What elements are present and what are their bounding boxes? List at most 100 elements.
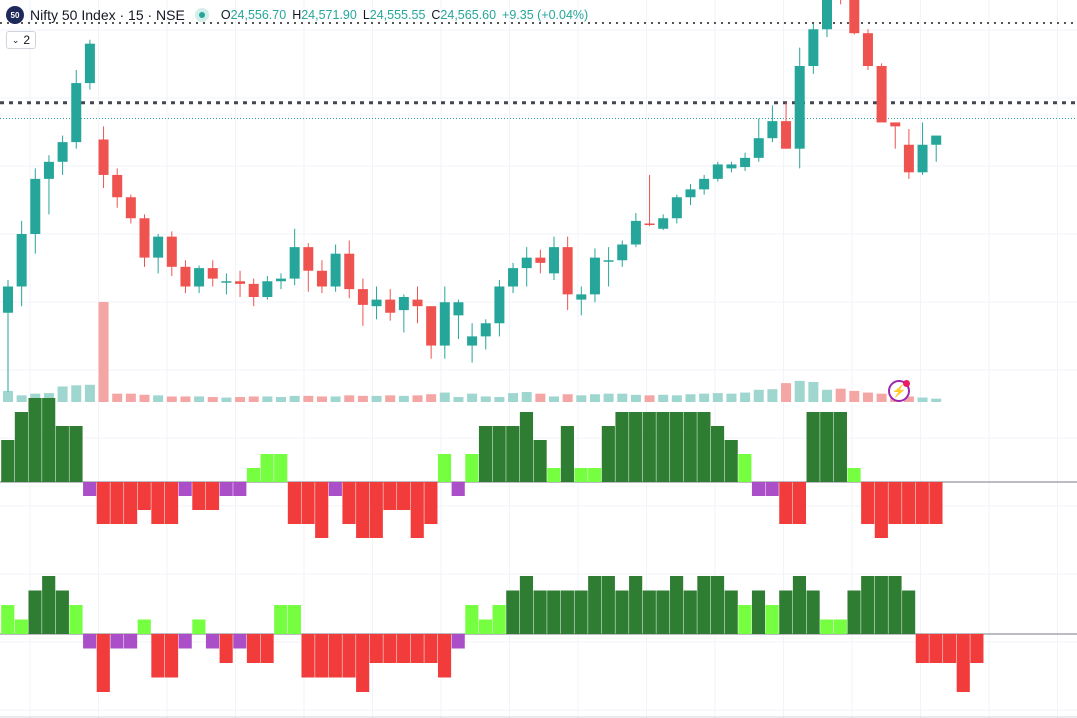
histogram-1-bar: [219, 482, 233, 496]
candle-body: [931, 135, 942, 145]
volume-bar: [71, 385, 82, 402]
candle-body: [385, 299, 396, 313]
histogram-1-bar: [615, 412, 629, 482]
histogram-2-bar: [246, 634, 261, 663]
histogram-1-bar: [192, 482, 206, 510]
volume-bar: [57, 386, 68, 402]
volume-bar: [808, 382, 819, 402]
histogram-1-bar: [397, 482, 411, 510]
candle-body: [658, 218, 669, 229]
volume-bar: [439, 392, 450, 402]
volume-bar: [194, 396, 205, 402]
histogram-2-bar: [560, 590, 574, 634]
histogram-2-bar: [779, 590, 793, 634]
candle-body: [71, 83, 82, 143]
histogram-2-bar: [315, 634, 329, 678]
candle-body: [98, 139, 109, 175]
histogram-1-bar: [328, 482, 342, 496]
volume-bar: [357, 395, 368, 402]
volume-bar: [740, 392, 751, 402]
candle-body: [494, 286, 505, 324]
volume-bar: [617, 393, 628, 402]
volume-bar: [931, 398, 942, 402]
histogram-2-bar: [424, 634, 438, 663]
candle-body: [671, 197, 682, 219]
volume-bar: [344, 395, 355, 402]
candle-body: [876, 66, 887, 123]
candle-body: [753, 138, 764, 158]
volume-bar: [3, 390, 13, 402]
collapse-indicators-button[interactable]: ⌄ 2: [6, 31, 36, 49]
histogram-2-bar: [328, 634, 342, 678]
candle-body: [180, 266, 191, 287]
ohlc-open: O24,556.70: [220, 8, 287, 22]
histogram-2-bar: [219, 634, 233, 663]
histogram-1-bar: [547, 468, 561, 482]
candle-body: [903, 144, 914, 173]
histogram-2-bar: [738, 605, 752, 634]
volume-bar: [16, 395, 27, 402]
histogram-2-bar: [724, 590, 738, 634]
histogram-2-bar: [820, 619, 834, 634]
volume-bar: [712, 393, 723, 402]
histogram-2-bar: [205, 634, 220, 649]
histogram-1-bar: [560, 426, 574, 482]
lightning-icon[interactable]: ⚡: [888, 380, 910, 402]
chevron-down-icon: ⌄: [11, 34, 20, 45]
volume-bar: [84, 384, 95, 402]
histogram-1-bar: [724, 440, 738, 482]
histogram-2-bar: [410, 634, 424, 663]
volume-bar: [166, 396, 177, 402]
histogram-2-bar: [110, 634, 124, 649]
symbol-name[interactable]: Nifty 50 Index · 15 · NSE: [30, 7, 185, 23]
histogram-2-bar: [383, 634, 397, 663]
volume-bar: [562, 394, 573, 402]
volume-bar: [139, 394, 150, 402]
candle-body: [576, 294, 587, 300]
histogram-2-bar: [342, 634, 356, 678]
histogram-2-bar: [956, 634, 970, 692]
histogram-1-bar: [519, 412, 534, 482]
candle-body: [781, 121, 792, 149]
histogram-1-bar: [274, 454, 288, 482]
indicator-count: 2: [23, 33, 31, 47]
candle-body: [303, 247, 314, 271]
candle-body: [467, 336, 478, 346]
volume-bar: [644, 395, 655, 402]
volume-bar: [221, 397, 232, 402]
volume-bar: [576, 395, 587, 402]
histogram-1-bar: [792, 482, 807, 524]
candle-body: [808, 29, 819, 66]
candle-body: [57, 142, 68, 162]
candle-body: [371, 299, 382, 307]
histogram-2-bar: [847, 590, 861, 634]
volume-bar: [207, 397, 218, 402]
histogram-1-bar: [929, 482, 943, 524]
volume-bar: [862, 392, 873, 402]
candle-body: [562, 247, 573, 295]
volume-bar: [549, 396, 559, 402]
candle-body: [276, 278, 286, 282]
volume-bar: [685, 394, 696, 402]
candle-body: [862, 33, 873, 66]
candle-body: [235, 281, 246, 284]
candle-body: [289, 247, 300, 279]
histogram-1-bar: [902, 482, 916, 524]
histogram-2-bar: [164, 634, 179, 678]
candle-body: [740, 157, 751, 168]
histogram-2-bar: [547, 590, 561, 634]
candle-body: [890, 122, 901, 127]
volume-bar: [303, 395, 314, 402]
volume-bar: [385, 395, 396, 402]
histogram-1-bar: [874, 482, 888, 538]
histogram-1-bar: [492, 426, 506, 482]
histogram-1-bar: [601, 426, 615, 482]
volume-bar: [125, 393, 136, 402]
histogram-2-bar: [369, 634, 383, 663]
volume-bar: [753, 389, 764, 402]
volume-bar: [426, 394, 437, 402]
volume-bar: [794, 380, 805, 402]
histogram-1-bar: [915, 482, 929, 524]
histogram-1-bar: [629, 412, 643, 482]
